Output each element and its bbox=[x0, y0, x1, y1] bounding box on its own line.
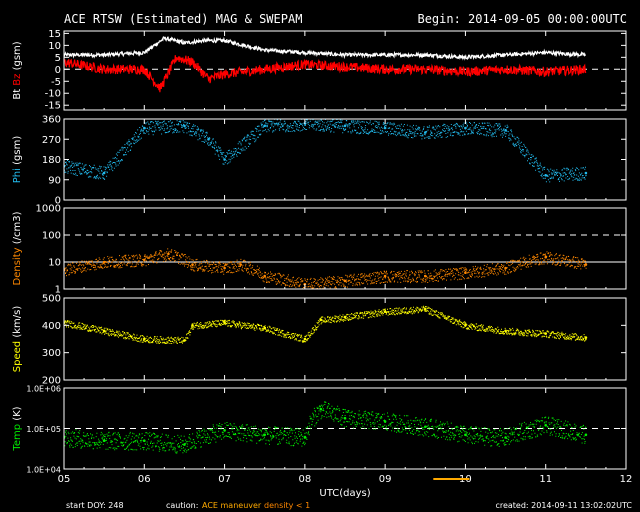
y-tick-label: 100 bbox=[42, 231, 61, 242]
x-tick-label: 05 bbox=[58, 474, 71, 485]
data-point bbox=[223, 321, 226, 324]
x-tick-label: 11 bbox=[539, 474, 552, 485]
y-tick-label: -15 bbox=[45, 101, 61, 112]
y-tick-label: 400 bbox=[42, 321, 61, 332]
data-point bbox=[383, 126, 387, 130]
data-point bbox=[102, 439, 106, 443]
y-tick-label: 90 bbox=[48, 175, 61, 186]
y-axis-label: Temp (K) bbox=[12, 406, 23, 451]
y-tick-label: 1000 bbox=[36, 204, 61, 215]
caution-maneuver: ACE maneuver bbox=[202, 501, 262, 510]
x-tick-label: 08 bbox=[298, 474, 311, 485]
y-tick-label: 1.0E+06 bbox=[26, 385, 61, 394]
panel-phi: 360 270 180 90 0 Phi (gsm) bbox=[12, 115, 627, 207]
x-axis-label: UTC(days) bbox=[319, 488, 370, 499]
data-point bbox=[223, 266, 226, 270]
y-axis-label: Speed (km/s) bbox=[12, 306, 23, 373]
data-point bbox=[424, 425, 427, 429]
begin-time: Begin: 2014-09-05 00:00:00UTC bbox=[417, 12, 627, 26]
y-tick-label: -10 bbox=[45, 89, 61, 100]
x-tick-label: 09 bbox=[379, 474, 392, 485]
y-tick-label: -5 bbox=[51, 77, 61, 88]
series-bz bbox=[64, 55, 587, 93]
y-tick-label: 10 bbox=[48, 41, 61, 52]
data-point bbox=[102, 260, 106, 264]
data-point bbox=[383, 274, 387, 278]
y-tick-label: 15 bbox=[48, 29, 61, 40]
created-time: created: 2014-09-11 13:02:02UTC bbox=[495, 501, 632, 510]
y-tick-label: 360 bbox=[42, 115, 61, 126]
y-tick-label: 0 bbox=[55, 196, 61, 207]
data-point bbox=[584, 263, 588, 266]
y-tick-label: 1.0E+05 bbox=[26, 425, 61, 434]
series-density bbox=[64, 248, 588, 289]
data-point bbox=[167, 252, 170, 256]
y-tick-label: 180 bbox=[42, 155, 61, 166]
chart-title: ACE RTSW (Estimated) MAG & SWEPAM bbox=[64, 12, 302, 26]
x-tick-label: 07 bbox=[218, 474, 231, 485]
y-tick-label: 1.0E+04 bbox=[26, 466, 61, 475]
y-tick-label: 1 bbox=[55, 285, 61, 296]
series-bt bbox=[64, 36, 587, 61]
y-tick-label: 300 bbox=[42, 348, 61, 359]
panel-speed: 500 400 300 200 Speed (km/s) bbox=[12, 294, 627, 387]
start-doy: start DOY: 248 bbox=[66, 501, 124, 510]
y-axis-label: Density (/cm3) bbox=[12, 211, 23, 285]
data-point bbox=[263, 433, 267, 437]
data-point bbox=[584, 171, 588, 175]
panel-density: 1000 100 10 1 Density (/cm3) bbox=[12, 204, 627, 296]
data-point bbox=[504, 436, 507, 439]
caution-density: density < 1 bbox=[264, 501, 310, 510]
series-speed bbox=[64, 305, 588, 344]
caution-label: caution: bbox=[166, 501, 198, 510]
data-point bbox=[464, 126, 467, 130]
y-tick-label: 5 bbox=[55, 53, 61, 64]
y-tick-label: 0 bbox=[55, 65, 61, 76]
y-tick-label: 500 bbox=[42, 294, 61, 305]
x-tick-label: 12 bbox=[620, 474, 633, 485]
series-phi bbox=[64, 119, 588, 183]
data-point bbox=[191, 324, 194, 327]
y-axis-label: Bt Bz (gsm) bbox=[12, 41, 23, 99]
y-axis-label: Phi (gsm) bbox=[12, 136, 23, 184]
data-point bbox=[102, 171, 106, 175]
y-tick-label: 10 bbox=[48, 258, 61, 269]
x-tick-label: 06 bbox=[138, 474, 151, 485]
y-tick-label: 270 bbox=[42, 135, 61, 146]
series-temp bbox=[64, 401, 588, 454]
data-point bbox=[343, 124, 347, 128]
panel-temp: 1.0E+06 1.0E+05 1.0E+04 Temp (K) bbox=[12, 385, 627, 475]
y-tick-label: 200 bbox=[42, 376, 61, 387]
data-point bbox=[191, 263, 194, 266]
data-point bbox=[143, 439, 146, 443]
panel-frame bbox=[63, 207, 627, 290]
